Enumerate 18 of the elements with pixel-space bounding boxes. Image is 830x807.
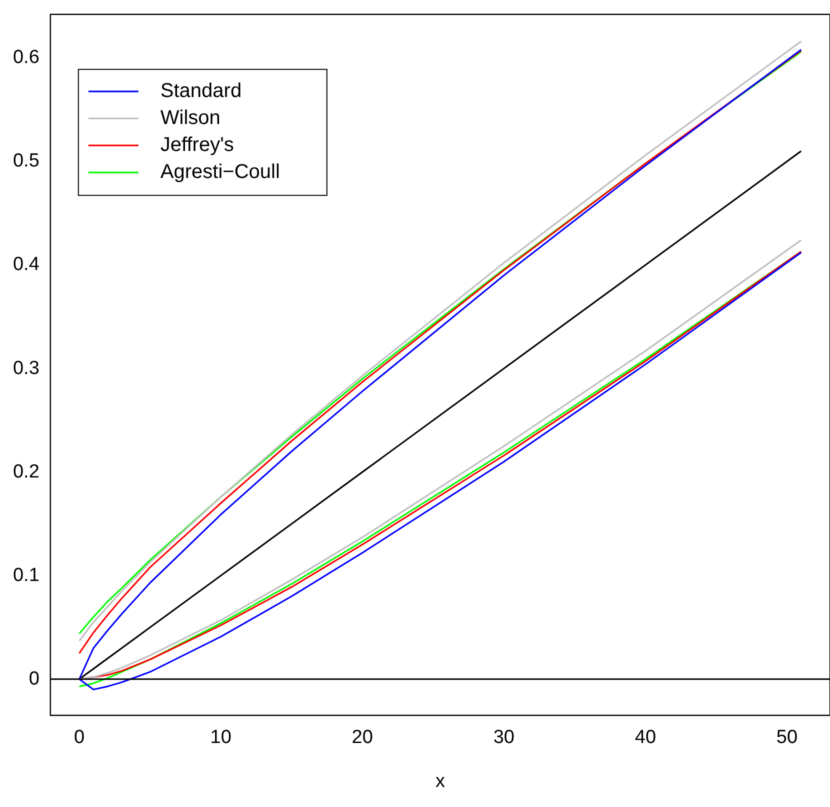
y-tick-label: 0 [28, 668, 40, 690]
x-tick-label: 10 [210, 727, 232, 748]
y-tick-label: 0.4 [12, 254, 40, 276]
x-tick-label: 30 [493, 727, 514, 748]
y-tick-label: 0.6 [12, 47, 40, 68]
x-tick-label: 20 [352, 727, 373, 748]
y-tick-label: 0.5 [12, 150, 40, 172]
legend-label: Jeffrey's [160, 134, 234, 156]
x-tick-label: 40 [634, 727, 656, 748]
y-tick-label: 0.3 [12, 358, 40, 379]
x-tick-label: 50 [776, 727, 798, 748]
y-tick-label: 0.1 [12, 564, 40, 586]
y-tick-label: 0.2 [12, 461, 40, 482]
legend-label: Standard [160, 80, 242, 102]
x-tick-label: 0 [74, 727, 85, 748]
legend-label: Agresti−Coull [160, 160, 280, 183]
legend-label: Wilson [160, 106, 220, 129]
x-axis-title: x [435, 770, 446, 792]
